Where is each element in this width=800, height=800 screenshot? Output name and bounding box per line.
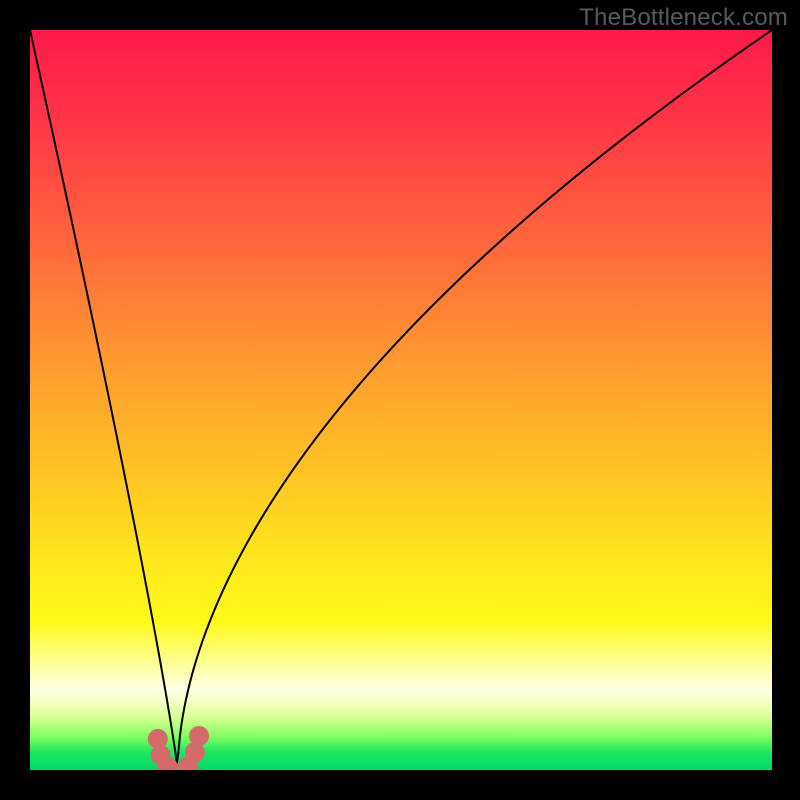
- bottleneck-chart: [0, 0, 800, 800]
- plot-area: [30, 30, 772, 770]
- marker-dot: [189, 726, 209, 746]
- watermark-text: TheBottleneck.com: [579, 4, 788, 32]
